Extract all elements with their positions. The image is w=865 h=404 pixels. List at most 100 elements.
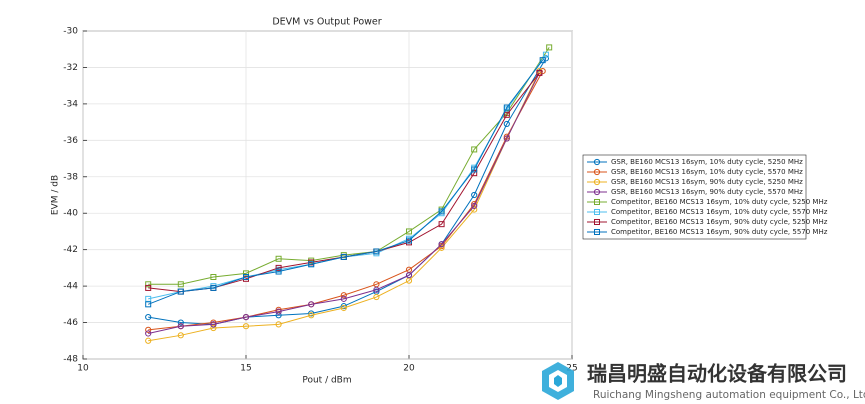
legend-marker xyxy=(593,188,601,196)
marker xyxy=(471,166,478,173)
marker xyxy=(503,111,510,118)
marker xyxy=(438,208,445,215)
legend-box xyxy=(582,154,807,240)
marker xyxy=(308,312,315,319)
marker xyxy=(145,337,152,344)
marker xyxy=(242,313,250,321)
legend-label: GSR, BE160 MCS13 16sym, 90% duty cycle, … xyxy=(611,178,803,186)
marker xyxy=(406,237,412,244)
marker xyxy=(539,67,546,75)
marker xyxy=(340,304,347,312)
y-tick-label: -34 xyxy=(63,99,78,109)
marker xyxy=(438,221,445,228)
series-line xyxy=(148,59,544,305)
legend-label: GSR, BE160 MCS13 16sym, 10% duty cycle, … xyxy=(611,158,803,166)
legend-marker xyxy=(593,178,601,186)
watermark: 瑞昌明盛自动化设备有限公司 Ruichang Mingsheng automat… xyxy=(542,362,865,401)
y-axis-label: EVM / dB xyxy=(51,175,61,215)
marker xyxy=(177,319,184,326)
legend-marker xyxy=(593,158,601,166)
marker xyxy=(503,104,510,111)
legend-marker xyxy=(593,168,601,176)
logo xyxy=(542,362,574,400)
marker xyxy=(210,274,217,280)
x-tick-label: 25 xyxy=(566,364,577,374)
marker xyxy=(210,284,217,291)
legend-marker xyxy=(594,209,600,215)
x-axis-label: Pout / dBm xyxy=(302,376,351,386)
y-tick-label: -38 xyxy=(63,172,78,182)
legend-label: Competitor, BE160 MCS13 16sym, 90% duty … xyxy=(611,218,828,226)
marker xyxy=(275,321,282,328)
marker xyxy=(373,248,380,255)
chart-title: DEVM vs Output Power xyxy=(272,17,381,28)
marker xyxy=(275,308,282,315)
marker xyxy=(177,288,184,295)
y-tick-label: -42 xyxy=(63,245,78,255)
marker xyxy=(242,323,250,330)
marker xyxy=(340,303,347,310)
marker xyxy=(210,324,217,332)
marker xyxy=(546,44,553,51)
marker xyxy=(340,295,347,302)
marker xyxy=(177,332,184,339)
legend-label: Competitor, BE160 MCS13 16sym, 10% duty … xyxy=(611,208,828,216)
y-tick-label: -48 xyxy=(63,355,78,365)
marker xyxy=(145,281,152,288)
marker xyxy=(373,293,380,301)
x-tick-label: 10 xyxy=(77,364,89,374)
legend-marker xyxy=(594,219,600,225)
marker xyxy=(471,202,478,210)
marker xyxy=(340,253,347,260)
plot-area xyxy=(82,30,573,360)
x-tick-label: 15 xyxy=(240,364,251,374)
marker xyxy=(539,57,546,64)
y-tick-label: -36 xyxy=(63,136,78,146)
y-tick-label: -40 xyxy=(63,209,78,219)
marker xyxy=(503,135,510,142)
marker xyxy=(145,330,152,337)
y-tick-label: -44 xyxy=(63,282,78,292)
y-tick-label: -46 xyxy=(63,318,78,328)
marker xyxy=(275,306,282,313)
watermark-company-en: Ruichang Mingsheng automation equipment … xyxy=(593,389,865,401)
marker xyxy=(438,241,445,248)
marker xyxy=(308,261,315,268)
legend-label: Competitor, BE160 MCS13 16sym, 90% duty … xyxy=(611,228,828,236)
series-line xyxy=(148,47,550,285)
x-tick-label: 20 xyxy=(403,364,415,374)
marker xyxy=(471,191,478,199)
legend-label: GSR, BE160 MCS13 16sym, 90% duty cycle, … xyxy=(611,188,803,196)
marker xyxy=(243,274,249,280)
marker xyxy=(308,310,315,317)
marker xyxy=(405,272,413,279)
marker xyxy=(471,146,478,153)
series-line xyxy=(148,70,544,331)
marker xyxy=(145,313,152,321)
marker xyxy=(438,244,445,251)
marker xyxy=(406,228,412,235)
marker xyxy=(210,321,217,328)
watermark-company: 瑞昌明盛自动化设备有限公司 xyxy=(587,362,847,386)
series-line xyxy=(148,72,540,334)
marker xyxy=(308,301,315,308)
legend-marker xyxy=(594,229,600,235)
y-tick-label: -30 xyxy=(63,27,78,37)
marker xyxy=(145,284,152,291)
marker xyxy=(503,120,510,128)
marker xyxy=(373,286,380,293)
y-tick-label: -32 xyxy=(63,63,78,73)
marker xyxy=(177,323,184,330)
marker xyxy=(536,69,543,76)
marker xyxy=(145,301,152,308)
marker xyxy=(145,326,152,333)
series-line xyxy=(148,70,540,342)
marker xyxy=(542,51,549,58)
marker xyxy=(275,268,282,275)
legend-label: Competitor, BE160 MCS13 16sym, 10% duty … xyxy=(611,198,828,206)
marker xyxy=(275,255,282,262)
legend-label: GSR, BE160 MCS13 16sym, 10% duty cycle, … xyxy=(611,168,803,176)
legend-marker xyxy=(594,199,600,205)
marker xyxy=(275,264,282,271)
marker xyxy=(340,292,347,299)
